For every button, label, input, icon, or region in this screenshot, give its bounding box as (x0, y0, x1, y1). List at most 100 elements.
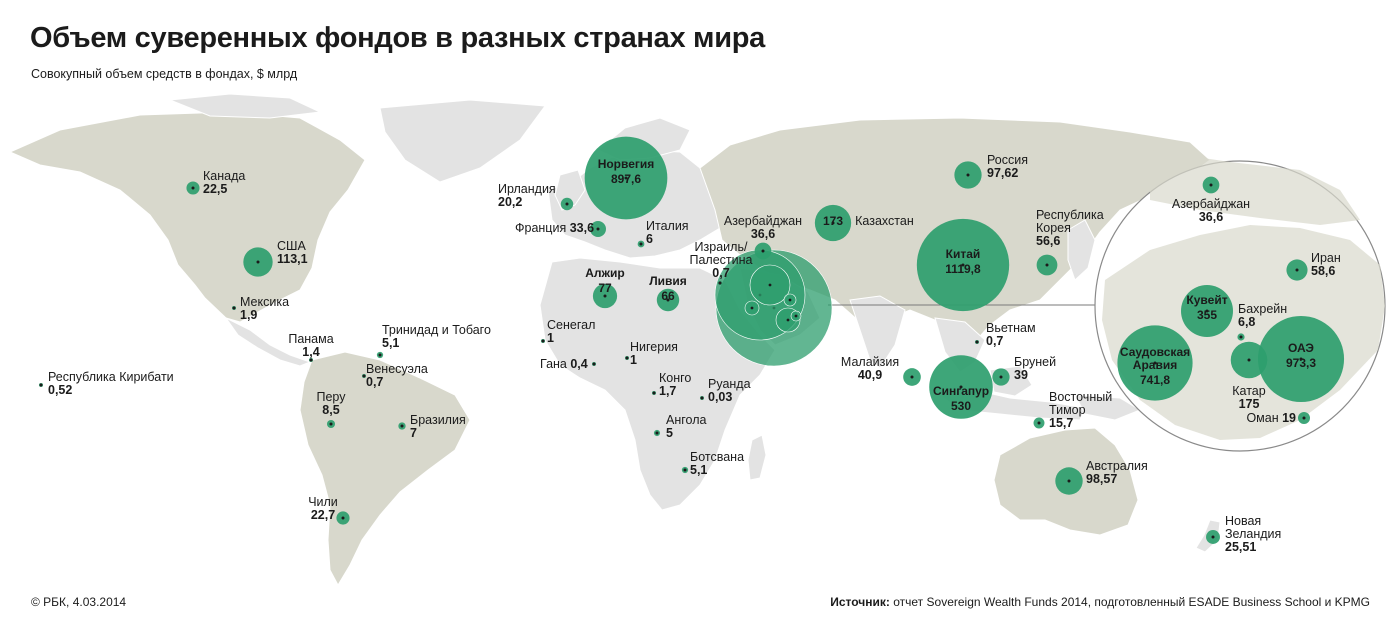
inset-label-бахрейн: Бахрейн (1238, 302, 1287, 316)
label-name-франция: Франция (515, 221, 570, 235)
label-азербайджан: Азербайджан (724, 214, 802, 228)
label-ангола: Ангола (666, 413, 706, 427)
inset-value-иран: 58,6 (1311, 264, 1335, 278)
label-бруней: Бруней (1014, 355, 1056, 369)
landmass-north-america (8, 111, 366, 323)
inset-value-саудовская-аравия: 741,8 (1140, 373, 1170, 387)
dot-ливия (666, 298, 670, 302)
dot-новая-зеландия (1211, 535, 1215, 539)
label-израиль-палестина: Палестина (690, 253, 753, 267)
value-тринидад-и-тобаго: 5,1 (382, 336, 399, 350)
inset-dot-катар (1247, 358, 1251, 362)
dot-ботсвана (683, 468, 687, 472)
landmass-japan (1067, 219, 1096, 281)
inset-dot-оаэ (1299, 357, 1303, 361)
value-чили: 22,7 (311, 508, 335, 522)
label-италия: Италия (646, 219, 689, 233)
dot-израиль-палестина (718, 281, 722, 285)
dot-перу (329, 422, 333, 426)
label-бразилия: Бразилия (410, 413, 466, 427)
value-ливия: 66 (661, 289, 675, 303)
value-ангола: 5 (666, 426, 673, 440)
chart-subtitle: Совокупный объем средств в фондах, $ млр… (31, 67, 298, 81)
label-сенегал: Сенегал (547, 318, 595, 332)
dot-вьетнам (975, 340, 979, 344)
label-казахстан: Казахстан (855, 214, 914, 228)
value-нигерия: 1 (630, 353, 637, 367)
value-китай: 1119,8 (945, 262, 981, 276)
inset-label-оман: Оман 19 (1246, 411, 1296, 425)
value-израиль-палестина: 0,7 (712, 266, 729, 280)
value-восточный-тимор: 15,7 (1049, 416, 1073, 430)
label-китай: Китай (946, 247, 981, 261)
label-вьетнам: Вьетнам (986, 321, 1036, 335)
value-малайзия: 40,9 (858, 368, 882, 382)
label-гана: Гана 0,4 (540, 357, 588, 371)
inset-label-оаэ: ОАЭ (1288, 341, 1314, 355)
label-мексика: Мексика (240, 295, 289, 309)
value-франция: 33,6 (570, 221, 594, 235)
value-сингапур: 530 (951, 399, 971, 413)
inset-value-кувейт: 355 (1197, 308, 1217, 322)
dot-республика-кирибати (39, 383, 43, 387)
label-перу: Перу (317, 390, 347, 404)
label-норвегия: Норвегия (598, 157, 655, 171)
label-малайзия: Малайзия (841, 355, 899, 369)
dot-панама (309, 358, 313, 362)
value-сша: 113,1 (277, 252, 308, 266)
dot-восточный-тимор (1037, 421, 1041, 425)
landmass-greenland (379, 99, 546, 183)
dot-азербайджан (761, 249, 765, 253)
middle-east-cluster-dot (786, 318, 790, 322)
inset-value-азербайджан: 36,6 (1199, 210, 1223, 224)
label-венесуэла: Венесуэла (366, 362, 428, 376)
inset-label-саудовская-аравия: Аравия (1133, 358, 1177, 372)
dot-мексика (232, 306, 236, 310)
label-ботсвана: Ботсвана (690, 450, 744, 464)
value-республика-корея: 56,6 (1036, 234, 1060, 248)
value-гана: 0,4 (570, 357, 587, 371)
dot-гана (592, 362, 596, 366)
inset-label-name-оман: Оман (1246, 411, 1282, 425)
value-алжир: 77 (598, 281, 612, 295)
value-сенегал: 1 (547, 331, 554, 345)
label-восточный-тимор: Тимор (1049, 403, 1086, 417)
label-канада: Канада (203, 169, 245, 183)
landmass-new-guinea (1074, 394, 1142, 421)
value-бразилия: 7 (410, 426, 417, 440)
label-новая-зеландия: Зеландия (1225, 527, 1281, 541)
inset-dot-саудовская-аравия (1153, 361, 1157, 365)
dot-китай (961, 263, 965, 267)
value-мексика: 1,9 (240, 308, 257, 322)
label-республика-корея: Республика (1036, 208, 1104, 222)
label-сингапур: Сингапур (933, 384, 989, 398)
label-восточный-тимор: Восточный (1049, 390, 1112, 404)
dot-бразилия (400, 424, 404, 428)
dot-ирландия (565, 202, 569, 206)
dot-ангола (655, 431, 659, 435)
dot-сингапур (959, 385, 963, 389)
middle-east-cluster-dot (794, 314, 798, 318)
dot-чили (341, 516, 345, 520)
label-республика-корея: Корея (1036, 221, 1071, 235)
label-name-гана: Гана (540, 357, 570, 371)
dot-малайзия (910, 375, 914, 379)
inset-dot-оман (1302, 416, 1306, 420)
inset-label-иран: Иран (1311, 251, 1341, 265)
value-ботсвана: 5,1 (690, 463, 707, 477)
dot-франция (596, 227, 600, 231)
label-конго: Конго (659, 371, 691, 385)
value-австралия: 98,57 (1086, 472, 1117, 486)
value-азербайджан: 36,6 (751, 227, 775, 241)
inset-value-оман: 19 (1282, 411, 1296, 425)
dot-казахстан (831, 221, 835, 225)
landmass-africa (539, 257, 776, 511)
landmass-india (849, 295, 906, 369)
dot-канада (191, 186, 195, 190)
value-республика-кирибати: 0,52 (48, 383, 72, 397)
label-республика-кирибати: Республика Кирибати (48, 370, 174, 384)
value-вьетнам: 0,7 (986, 334, 1003, 348)
dot-руанда (700, 396, 704, 400)
value-россия: 97,62 (987, 166, 1018, 180)
